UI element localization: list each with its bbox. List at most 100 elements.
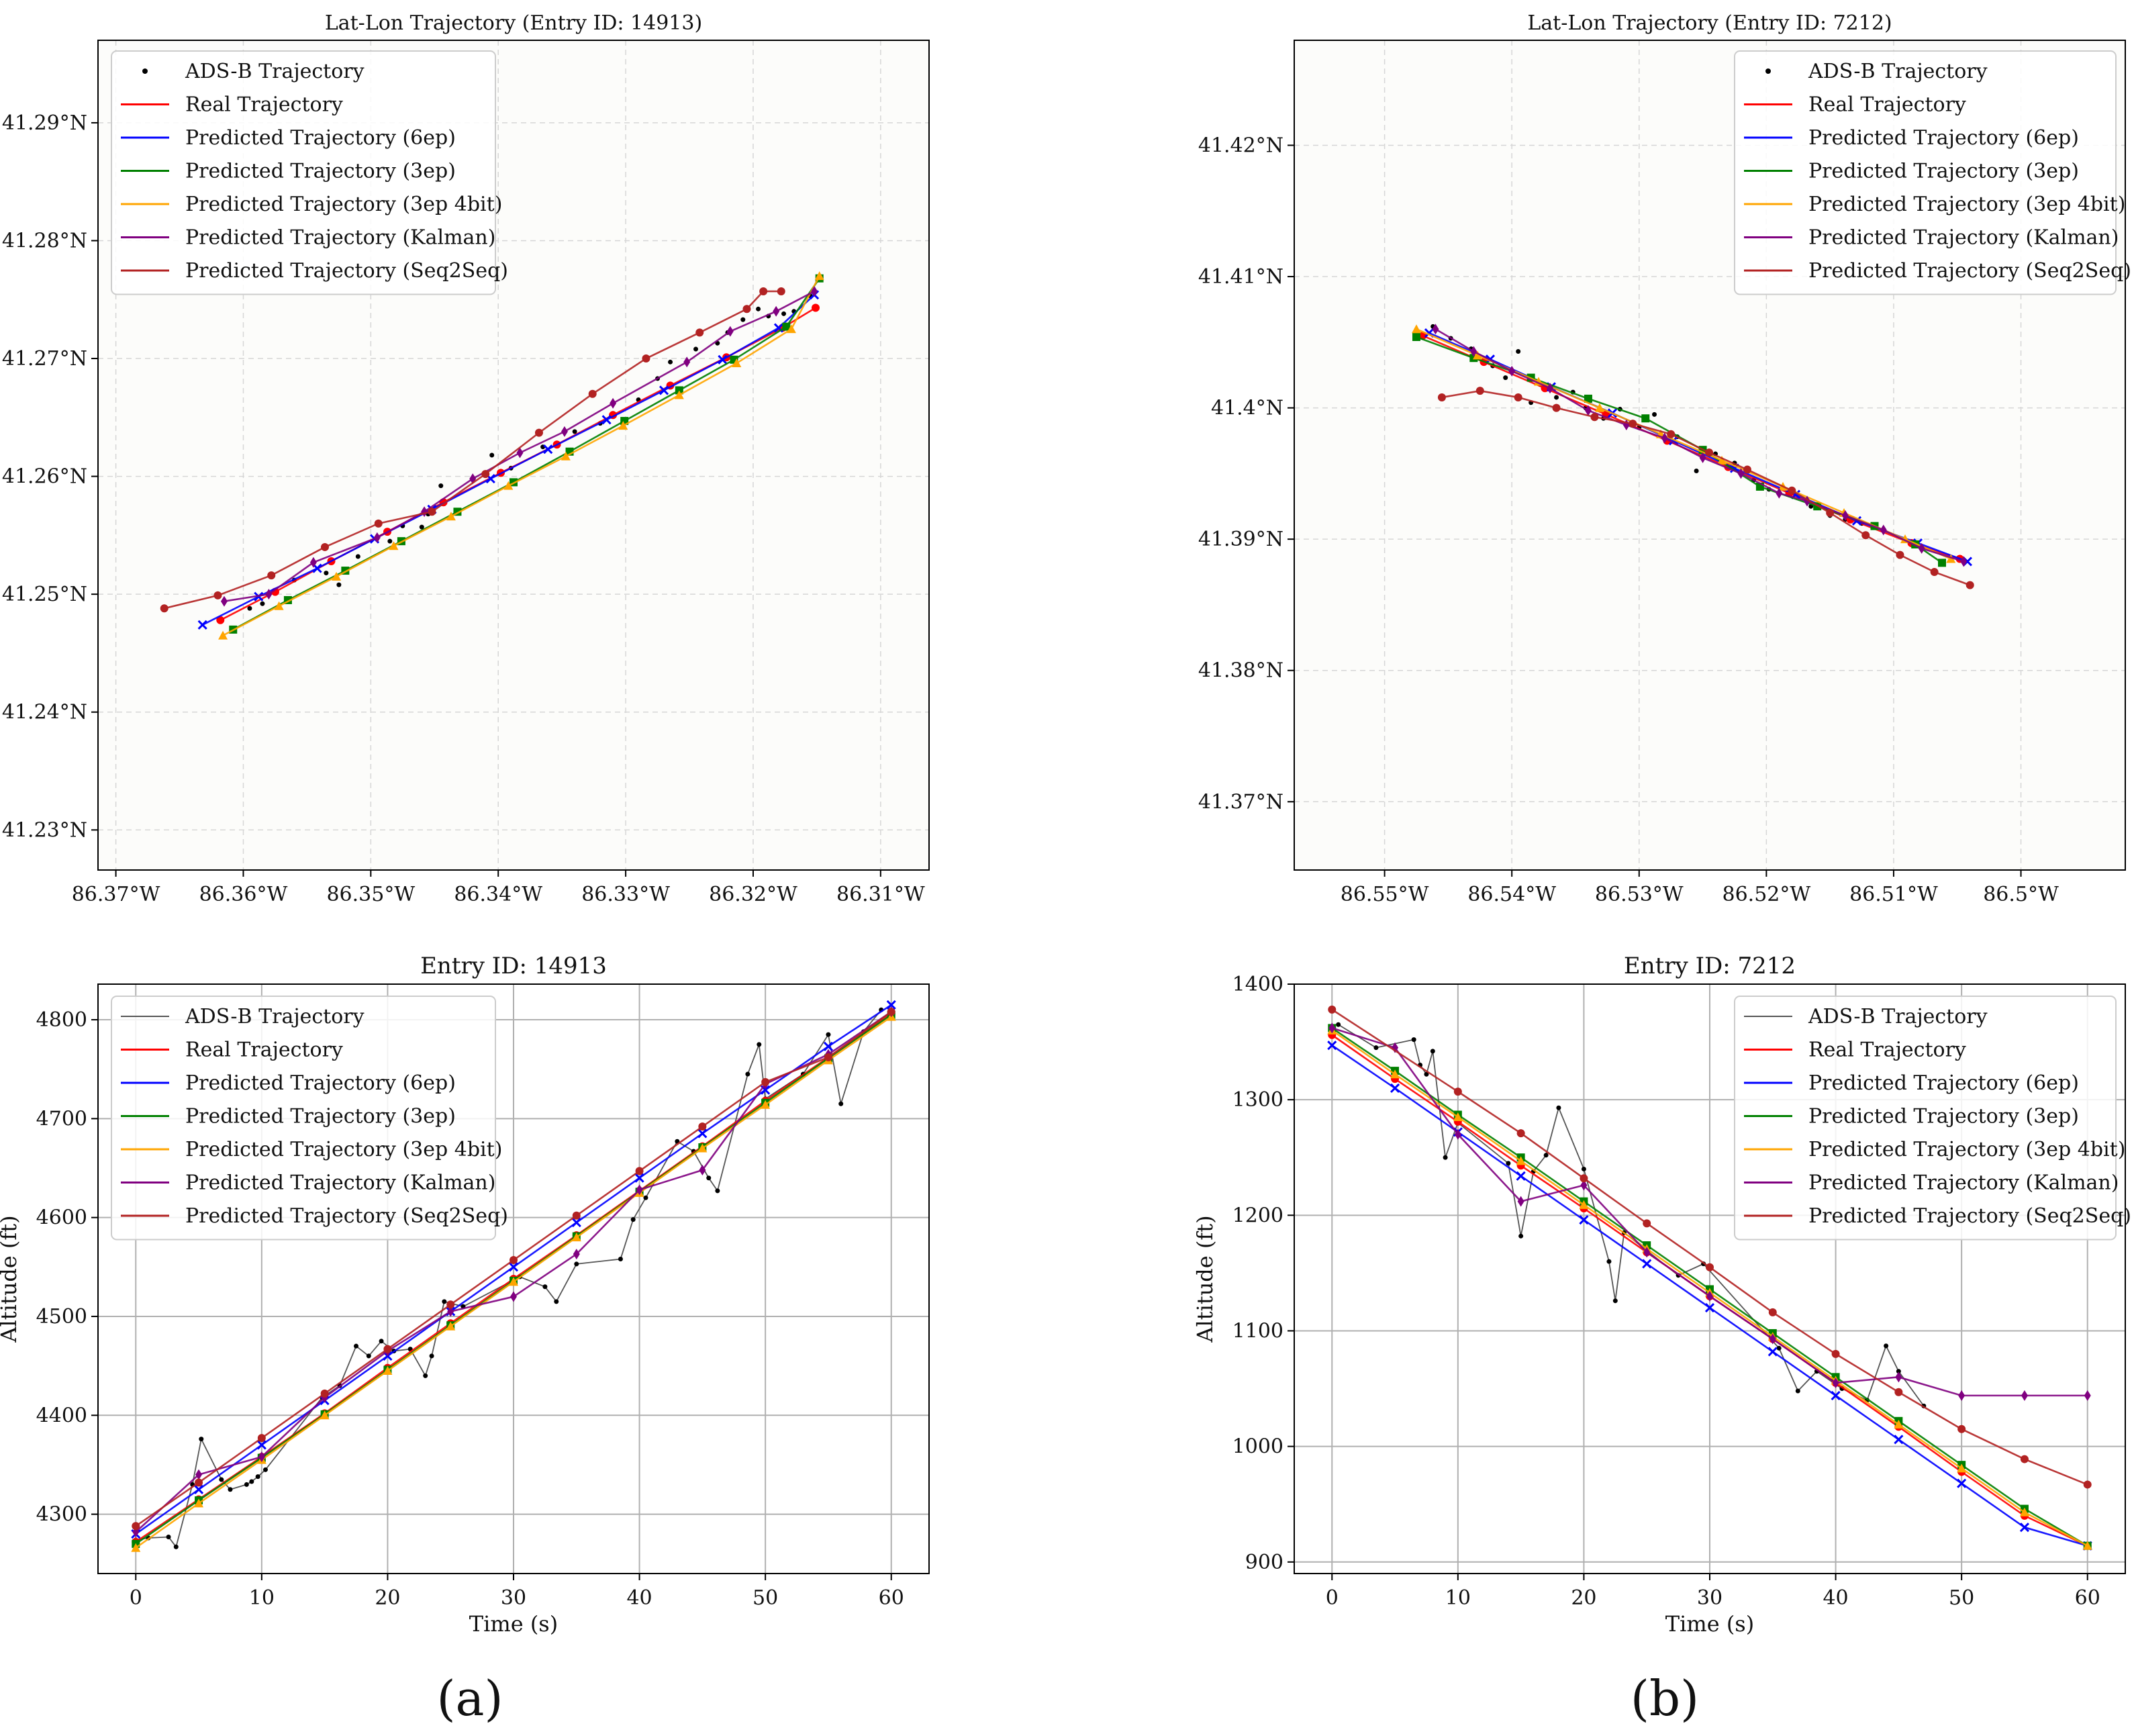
data-layer	[131, 1000, 896, 1552]
data-point-predicted-trajectory-seq2seq	[1743, 465, 1751, 474]
data-point-predicted-trajectory-3ep-4bit	[1390, 1069, 1400, 1079]
adsb-point	[643, 1195, 648, 1200]
data-point-predicted-trajectory-3ep-4bit	[1412, 324, 1422, 334]
adsb-point	[554, 1299, 559, 1304]
adsb-point	[429, 1353, 434, 1359]
y-tick-label: 41.26°N	[2, 465, 87, 489]
data-point-predicted-trajectory-seq2seq	[160, 604, 168, 613]
data-point-predicted-trajectory-3ep-4bit	[509, 1277, 518, 1286]
data-point-predicted-trajectory-kalman	[1699, 452, 1706, 463]
data-point-predicted-trajectory-kalman	[1832, 1377, 1839, 1388]
data-point-predicted-trajectory-kalman	[1958, 1390, 1966, 1401]
x-axis-label: Time (s)	[1665, 1611, 1754, 1637]
adsb-point	[355, 554, 360, 559]
panel-label-a: (a)	[436, 1670, 503, 1727]
legend-label: Predicted Trajectory (Seq2Seq)	[1808, 1204, 2131, 1228]
chart-latlon-7212: 86.55°W 86.54°W 86.53°W 86.52°W 86.51°W 86.5°…	[1198, 11, 2131, 906]
data-point-predicted-trajectory-kalman	[1547, 383, 1554, 394]
adsb-point	[255, 1474, 260, 1480]
adsb-point	[1795, 1388, 1800, 1394]
chart-altitude-7212: 0 10 20 30 40 50 60 900 1000 1100 1200 1300 1400 Entr…	[1192, 953, 2131, 1637]
data-point-predicted-trajectory-seq2seq	[698, 1122, 707, 1131]
data-point-predicted-trajectory-6ep	[1327, 1041, 1337, 1051]
data-point-predicted-trajectory-seq2seq	[1831, 1349, 1840, 1358]
data-point-predicted-trajectory-3ep	[1584, 394, 1592, 403]
data-point-predicted-trajectory-kalman	[1769, 1333, 1776, 1345]
data-point-predicted-trajectory-kalman	[573, 1249, 580, 1260]
data-point-predicted-trajectory-3ep-4bit	[218, 630, 228, 640]
data-point-predicted-trajectory-3ep-4bit	[1717, 455, 1727, 465]
legend-label: Predicted Trajectory (Seq2Seq)	[1808, 259, 2131, 283]
adsb-point	[740, 317, 746, 322]
data-point-predicted-trajectory-kalman	[195, 1469, 203, 1480]
adsb-point	[542, 1284, 548, 1290]
data-point-predicted-trajectory-seq2seq	[572, 1211, 581, 1220]
data-point-predicted-trajectory-3ep-4bit	[561, 451, 571, 461]
data-point-predicted-trajectory-kalman	[265, 589, 273, 600]
legend-label: Real Trajectory	[1808, 93, 1966, 117]
adsb-point	[745, 1071, 750, 1077]
data-point-predicted-trajectory-3ep-4bit	[446, 512, 456, 521]
data-point-predicted-trajectory-3ep-4bit	[274, 601, 284, 610]
y-tick-label: 4800	[36, 1008, 87, 1032]
data-point-predicted-trajectory-6ep	[1579, 1215, 1589, 1225]
adsb-point	[1581, 1166, 1586, 1171]
adsb-point	[262, 1467, 268, 1472]
x-tick-label: 86.32°W	[709, 883, 797, 906]
data-point-predicted-trajectory-3ep-4bit	[674, 390, 684, 399]
data-point-predicted-trajectory-seq2seq	[1516, 1129, 1525, 1138]
x-tick-label: 86.52°W	[1723, 883, 1811, 906]
data-point-predicted-trajectory-seq2seq	[642, 354, 650, 363]
data-point-predicted-trajectory-3ep-4bit	[618, 421, 628, 430]
data-point-predicted-trajectory-seq2seq	[1705, 448, 1714, 457]
data-point-predicted-trajectory-kalman	[811, 285, 818, 297]
data-point-predicted-trajectory-6ep	[2019, 1523, 2030, 1533]
adsb-point	[1694, 468, 1699, 473]
data-point-predicted-trajectory-seq2seq	[1788, 486, 1796, 495]
adsb-point	[1612, 1298, 1618, 1304]
legend-label: Predicted Trajectory (3ep)	[1808, 160, 2079, 183]
x-tick-label: 86.33°W	[581, 883, 670, 906]
adsb-point	[1518, 1233, 1524, 1239]
y-tick-label: 41.24°N	[2, 701, 87, 724]
adsb-point	[438, 483, 444, 489]
legend-label: ADS-B Trajectory	[185, 1005, 365, 1028]
y-tick-label: 41.37°N	[1198, 790, 1283, 814]
data-point-predicted-trajectory-seq2seq	[824, 1053, 832, 1062]
adsb-point	[1373, 1045, 1379, 1051]
y-tick-label: 1100	[1232, 1319, 1283, 1343]
data-point-predicted-trajectory-kalman	[1960, 556, 1968, 567]
adsb-point	[1896, 1369, 1901, 1374]
data-point-predicted-trajectory-kalman	[309, 557, 317, 568]
legend: ADS-B Trajectory Real Trajectory Predicted…	[111, 996, 508, 1241]
plot-frame	[1294, 40, 2126, 871]
data-point-predicted-trajectory-kalman	[610, 397, 617, 409]
data-point-predicted-trajectory-3ep-4bit	[1946, 554, 1956, 563]
data-point-predicted-trajectory-seq2seq	[1552, 403, 1561, 412]
legend-label: Real Trajectory	[185, 1039, 343, 1062]
y-tick-label: 41.25°N	[2, 583, 87, 606]
y-tick-label: 1300	[1232, 1088, 1283, 1112]
data-point-predicted-trajectory-kalman	[258, 1451, 265, 1463]
x-tick-label: 86.53°W	[1595, 883, 1684, 906]
adsb-point	[249, 1479, 254, 1484]
adsb-point	[572, 429, 577, 434]
x-tick-label: 10	[249, 1586, 275, 1610]
legend-label: Predicted Trajectory (3ep 4bit)	[185, 193, 502, 216]
series-line-predicted-trajectory-seq2seq	[164, 290, 781, 610]
plot-frame	[97, 983, 930, 1574]
data-point-predicted-trajectory-6ep	[1516, 1171, 1526, 1181]
y-tick-label: 41.23°N	[2, 818, 87, 842]
adsb-point	[244, 1482, 249, 1487]
data-point-predicted-trajectory-6ep	[194, 1484, 204, 1494]
data-point-predicted-trajectory-seq2seq	[2020, 1455, 2029, 1463]
adsb-point	[1411, 1037, 1416, 1043]
legend: ADS-B Trajectory Real Trajectory Predicted…	[111, 50, 508, 295]
data-point-predicted-trajectory-3ep-4bit	[446, 1321, 456, 1331]
adsb-point	[219, 1477, 224, 1482]
data-point-predicted-trajectory-3ep-4bit	[389, 541, 399, 550]
data-point-predicted-trajectory-3ep-4bit	[503, 481, 514, 490]
data-point-predicted-trajectory-6ep	[256, 1440, 266, 1450]
data-point-predicted-trajectory-6ep	[571, 1217, 581, 1228]
